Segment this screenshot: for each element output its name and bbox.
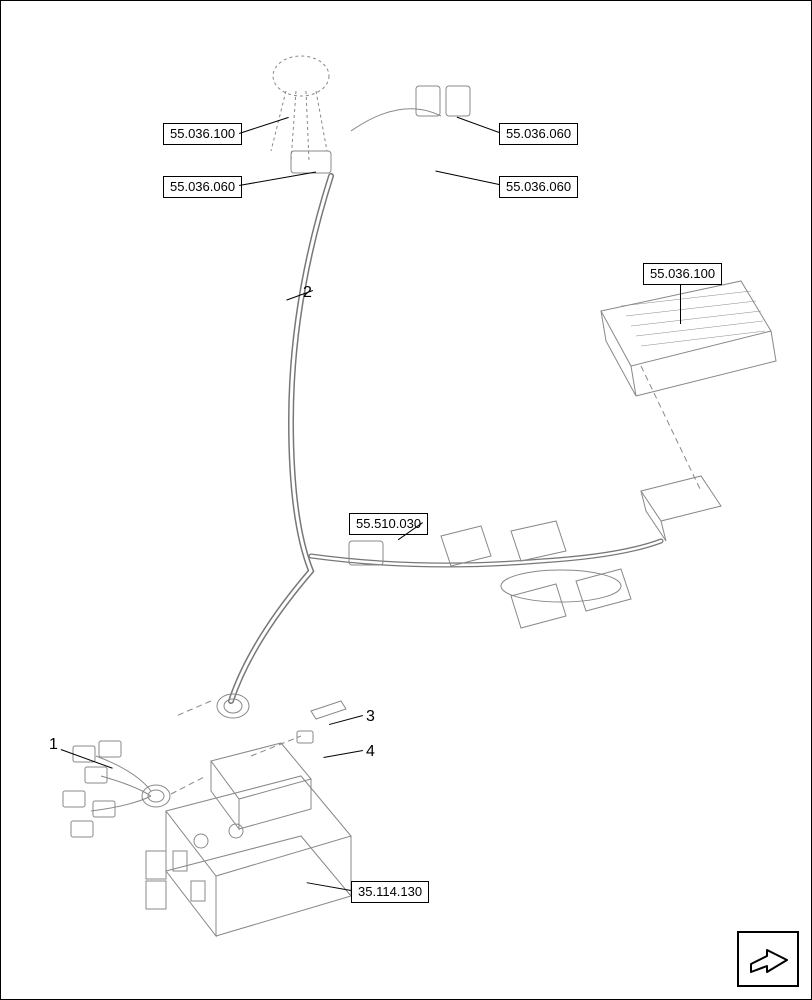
callout-number-text: 1: [49, 736, 58, 753]
callout-number-text: 4: [366, 743, 375, 760]
part-label-text: 55.036.100: [650, 266, 715, 281]
part-label-text: 55.036.060: [506, 179, 571, 194]
part-label: 55.036.060: [163, 176, 242, 198]
callout-number: 1: [49, 736, 58, 754]
part-label-text: 55.036.060: [506, 126, 571, 141]
leader-line: [680, 284, 681, 324]
callout-number-text: 3: [366, 708, 375, 725]
part-label: 55.036.060: [499, 123, 578, 145]
parts-sketch: [1, 1, 812, 1000]
arrow-icon: [747, 942, 789, 976]
part-label: 55.036.100: [643, 263, 722, 285]
part-label: 55.036.060: [499, 176, 578, 198]
diagram-canvas: 55.036.100 55.036.060 55.036.060 55.036.…: [0, 0, 812, 1000]
callout-number: 4: [366, 743, 375, 761]
part-label: 55.036.100: [163, 123, 242, 145]
part-label-text: 35.114.130: [358, 884, 422, 899]
next-page-icon[interactable]: [737, 931, 799, 987]
part-label: 35.114.130: [351, 881, 429, 903]
part-label-text: 55.036.100: [170, 126, 235, 141]
part-label: 55.510.030: [349, 513, 428, 535]
callout-number: 3: [366, 708, 375, 726]
part-label-text: 55.036.060: [170, 179, 235, 194]
